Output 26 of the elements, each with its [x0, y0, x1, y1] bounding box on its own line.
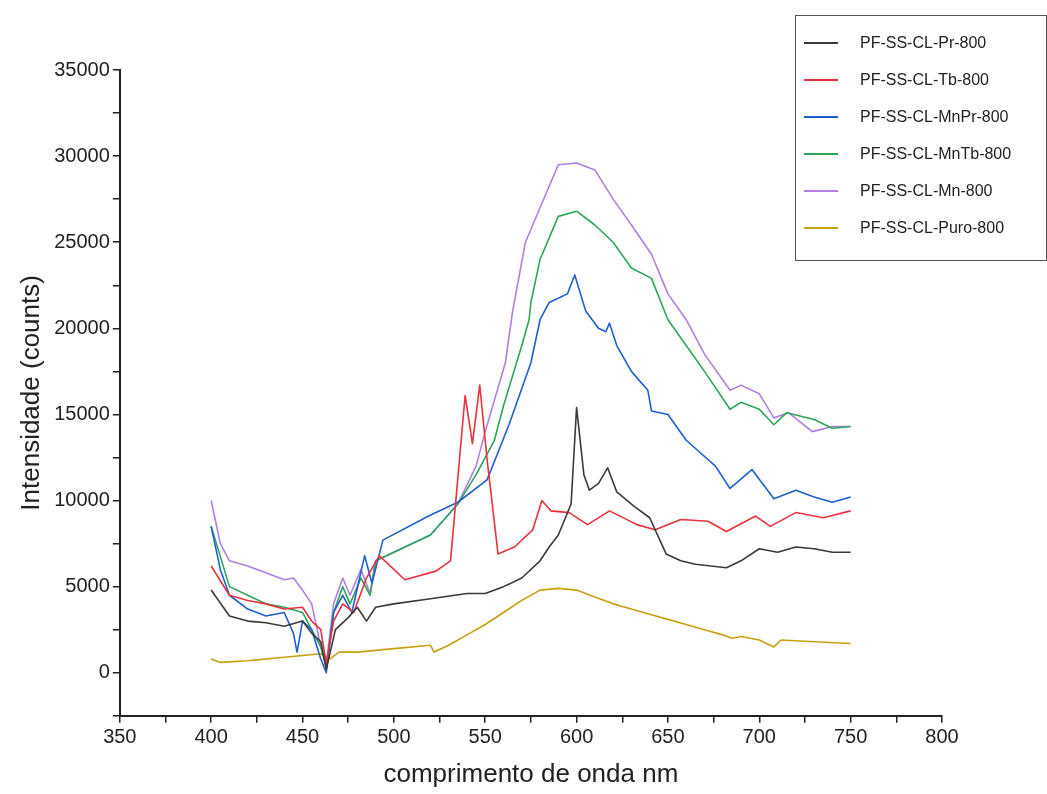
x-tick-label: 750 [833, 725, 868, 748]
legend-label: PF-SS-CL-MnTb-800 [860, 144, 1012, 163]
y-axis-title: Intensidade (counts) [14, 275, 45, 511]
y-tick-label: 25000 [54, 229, 110, 252]
x-axis-title: comprimento de onda nm [383, 757, 679, 788]
y-tick-label: 15000 [54, 401, 110, 424]
legend-label: PF-SS-CL-MnPr-800 [860, 107, 1009, 126]
y-tick-label: 10000 [54, 488, 110, 511]
y-tick-label: 5000 [65, 574, 110, 597]
x-tick-label: 800 [925, 725, 959, 748]
legend-label: PF-SS-CL-Pr-800 [860, 33, 987, 52]
x-tick-label: 450 [285, 725, 320, 748]
x-tick-label: 600 [559, 725, 594, 748]
x-tick-label: 700 [742, 725, 776, 748]
legend-label: PF-SS-CL-Mn-800 [860, 181, 993, 200]
y-tick-label: 30000 [54, 143, 110, 166]
legend-label: PF-SS-CL-Tb-800 [860, 70, 989, 89]
legend-label: PF-SS-CL-Puro-800 [860, 218, 1005, 237]
x-tick-label: 650 [651, 725, 685, 748]
y-tick-label: 20000 [54, 315, 110, 338]
x-tick-label: 400 [194, 725, 228, 748]
y-tick-label: 35000 [54, 57, 110, 80]
x-tick-label: 350 [103, 725, 137, 748]
x-tick-label: 500 [377, 725, 411, 748]
x-tick-label: 550 [468, 725, 502, 748]
y-tick-label: 0 [98, 660, 110, 683]
